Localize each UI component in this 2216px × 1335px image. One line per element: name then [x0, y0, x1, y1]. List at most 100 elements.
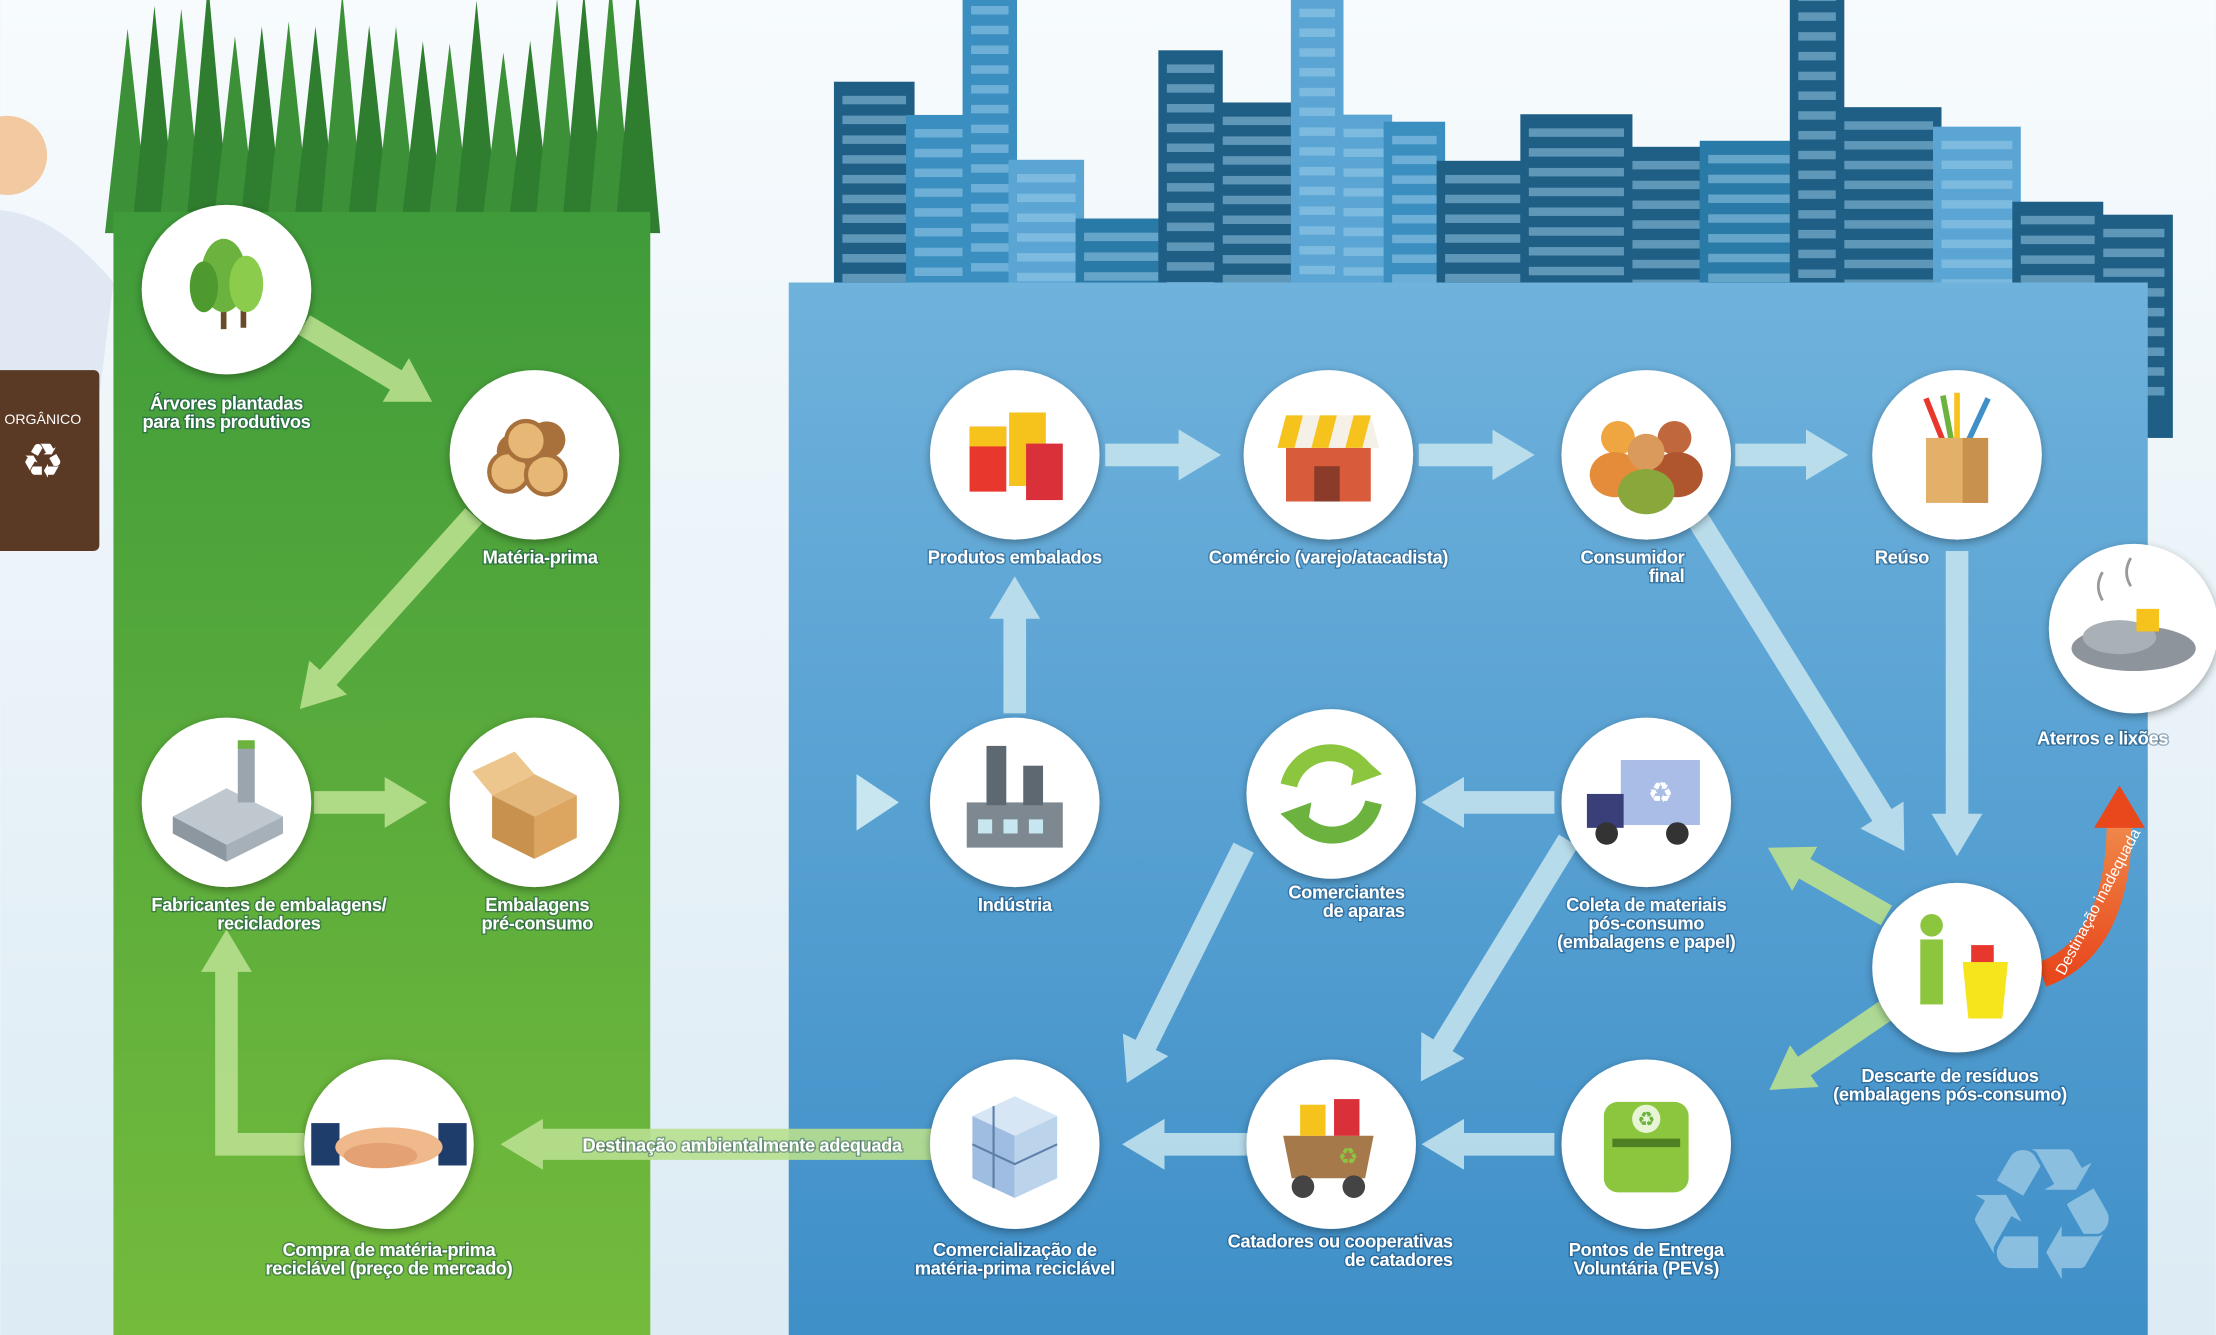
window: [1708, 214, 1790, 222]
window: [1223, 216, 1291, 224]
window: [971, 65, 1008, 73]
icon-part: [1666, 822, 1689, 845]
icon-part: [311, 1123, 339, 1165]
window: [1708, 234, 1790, 242]
window: [1299, 108, 1335, 116]
bin-label: ORGÂNICO: [4, 411, 81, 427]
window: [1299, 246, 1335, 254]
window: [1632, 240, 1699, 248]
window: [1798, 32, 1836, 40]
icon-part: [1026, 444, 1063, 501]
icon-part: [1920, 939, 1943, 1004]
window: [971, 204, 1008, 212]
label-line: (embalagens pós-consumo): [1833, 1083, 2067, 1104]
window: [1299, 207, 1335, 215]
node-circle: [1246, 709, 1416, 879]
window: [1844, 220, 1933, 228]
window: [971, 243, 1008, 251]
icon-part: [970, 427, 1007, 447]
window: [1223, 235, 1291, 243]
window: [1344, 168, 1384, 176]
window: [915, 248, 963, 256]
window: [842, 155, 906, 163]
recycle-symbol: ♻: [1959, 1112, 2124, 1317]
window: [1941, 141, 2012, 149]
window: [1708, 254, 1790, 262]
recycle-symbol: ♻: [21, 435, 64, 488]
label-line: para fins produtivos: [142, 411, 310, 432]
window: [971, 26, 1008, 34]
window: [1529, 188, 1624, 196]
window: [1798, 269, 1836, 277]
label-line: Voluntária (PEVs): [1573, 1257, 1719, 1278]
window: [1941, 259, 2012, 267]
window: [2021, 216, 2095, 224]
node-label: Aterros e lixões: [2037, 727, 2168, 748]
node-label: Compra de matéria-primareciclável (preço…: [265, 1239, 512, 1278]
label-line: de catadores: [1345, 1249, 1453, 1270]
icon-part: [1618, 469, 1675, 514]
label-line: (embalagens e papel): [1557, 931, 1736, 952]
icon-part: [1612, 1139, 1680, 1147]
window: [842, 274, 906, 282]
window: [1167, 242, 1214, 250]
window: [1084, 233, 1158, 241]
node: Árvores plantadaspara fins produtivos: [142, 205, 312, 432]
window: [1632, 161, 1699, 169]
node-label: Reúso: [1875, 547, 1929, 568]
window: [1708, 175, 1790, 183]
label-line: Aterros e lixões: [2037, 727, 2168, 748]
window: [1392, 136, 1437, 144]
window: [1529, 168, 1624, 176]
label-line: Comércio (varejo/atacadista): [1209, 547, 1448, 568]
window: [1445, 175, 1520, 183]
window: [842, 195, 906, 203]
window: [1392, 156, 1437, 164]
window: [1798, 250, 1836, 258]
window: [1798, 12, 1836, 20]
label-line: Indústria: [978, 894, 1053, 915]
window: [1299, 226, 1335, 234]
window: [1344, 149, 1384, 157]
window: [1299, 68, 1335, 76]
label-line: reciclável (preço de mercado): [265, 1257, 512, 1278]
window: [1084, 252, 1158, 260]
window: [2103, 249, 2164, 257]
window: [1445, 214, 1520, 222]
window: [1344, 129, 1384, 137]
window: [915, 149, 963, 157]
window: [1941, 220, 2012, 228]
icon-part: [1023, 766, 1043, 806]
node-label: Matéria-prima: [483, 547, 599, 568]
node-label: Comercialização dematéria-prima recicláv…: [915, 1239, 1115, 1278]
icon-part: [1314, 466, 1339, 501]
icon-part: [987, 746, 1007, 805]
window: [1344, 247, 1384, 255]
window: [1167, 124, 1214, 132]
label-line: matéria-prima reciclável: [915, 1257, 1115, 1278]
window: [1344, 267, 1384, 275]
window: [1392, 175, 1437, 183]
icon-part: [1003, 819, 1017, 833]
node-label: Pontos de EntregaVoluntária (PEVs): [1569, 1239, 1725, 1278]
window: [1445, 234, 1520, 242]
window: [1529, 247, 1624, 255]
label-line: final: [1649, 565, 1685, 586]
window: [1941, 240, 2012, 248]
window: [1299, 88, 1335, 96]
window: [1708, 155, 1790, 163]
window: [1529, 267, 1624, 275]
label-line: Matéria-prima: [483, 547, 599, 568]
icon-part: [1971, 945, 1994, 962]
window: [1017, 273, 1076, 281]
window: [971, 85, 1008, 93]
window: [1708, 194, 1790, 202]
window: [1798, 52, 1836, 60]
window: [1632, 220, 1699, 228]
window: [1167, 144, 1214, 152]
window: [1017, 194, 1076, 202]
icon-part: [1343, 1175, 1366, 1198]
label-line: de aparas: [1323, 900, 1405, 921]
icon-part: [1628, 434, 1665, 471]
